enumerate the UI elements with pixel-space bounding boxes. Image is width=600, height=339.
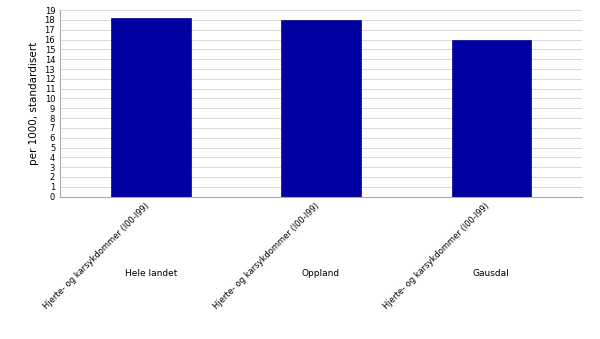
Bar [281,20,361,197]
Text: Oppland: Oppland [302,269,340,278]
Text: Hele landet: Hele landet [125,269,177,278]
Text: Gausdal: Gausdal [473,269,509,278]
Y-axis label: per 1000, standardisert: per 1000, standardisert [29,42,39,165]
Bar [452,40,531,197]
Bar [111,18,191,197]
